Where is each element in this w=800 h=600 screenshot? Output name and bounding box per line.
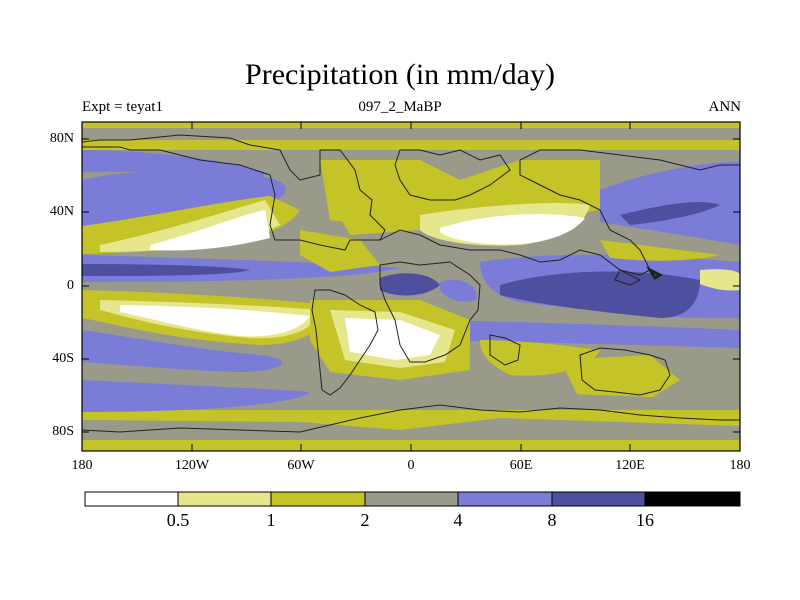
xtick-label: 0 bbox=[407, 458, 415, 473]
coast-south-america bbox=[311, 289, 379, 396]
experiment-label: Expt = teyat1 bbox=[82, 99, 163, 115]
colorbar-box-4 bbox=[365, 492, 458, 506]
coast-north-america bbox=[81, 134, 386, 251]
xtick-label: 60W bbox=[287, 458, 315, 473]
colorbar-box-2 bbox=[178, 492, 271, 506]
colorbar-box-6 bbox=[552, 492, 645, 506]
ytick-label: 40N bbox=[49, 204, 74, 219]
colorbar-box-7 bbox=[645, 492, 740, 506]
coast-africa bbox=[379, 261, 481, 363]
colorbar-label: 16 bbox=[636, 510, 654, 530]
field-s-storm bbox=[82, 330, 282, 372]
time-label: 097_2_MaBP bbox=[358, 99, 442, 115]
ytick-label: 40S bbox=[52, 351, 74, 366]
coast-scandinavia bbox=[394, 149, 511, 201]
field-s-desert-pacific bbox=[120, 305, 310, 337]
coast-philippines bbox=[645, 266, 664, 281]
xtick-label: 120E bbox=[615, 458, 645, 473]
ytick-label: 0 bbox=[67, 278, 74, 293]
colorbar-label: 4 bbox=[453, 510, 463, 530]
field-sahara-white bbox=[440, 214, 585, 245]
coast-madagascar bbox=[489, 334, 521, 366]
colorbar-label: 1 bbox=[266, 510, 276, 530]
season-label: ANN bbox=[708, 99, 742, 115]
xtick-label: 120W bbox=[174, 458, 210, 473]
plot-title: Precipitation (in mm/day) bbox=[245, 58, 555, 91]
colorbar-box-3 bbox=[271, 492, 365, 506]
colorbar-box-5 bbox=[458, 492, 552, 506]
ytick-label: 80S bbox=[52, 424, 74, 439]
coast-australia bbox=[579, 347, 671, 396]
ytick-label: 80N bbox=[49, 131, 74, 146]
xtick-label: 180 bbox=[71, 458, 93, 473]
xtick-label: 60E bbox=[509, 458, 533, 473]
field-warm-pool bbox=[500, 271, 700, 318]
contour-fields bbox=[82, 122, 740, 451]
field-s-africa-white bbox=[345, 318, 440, 360]
colorbar-box-1 bbox=[85, 492, 178, 506]
axis-ticks bbox=[81, 122, 741, 451]
colorbar-label: 0.5 bbox=[166, 510, 190, 530]
colorbar-label: 8 bbox=[547, 510, 557, 530]
coast-eurasia-north bbox=[379, 149, 740, 276]
coast-borneo bbox=[614, 269, 642, 286]
field-n-desert-pacific bbox=[150, 210, 270, 251]
colorbar bbox=[84, 491, 741, 507]
colorbar-label: 2 bbox=[360, 510, 370, 530]
coast-antarctica bbox=[81, 404, 740, 433]
coastlines bbox=[81, 134, 740, 433]
xtick-label: 180 bbox=[729, 458, 751, 473]
